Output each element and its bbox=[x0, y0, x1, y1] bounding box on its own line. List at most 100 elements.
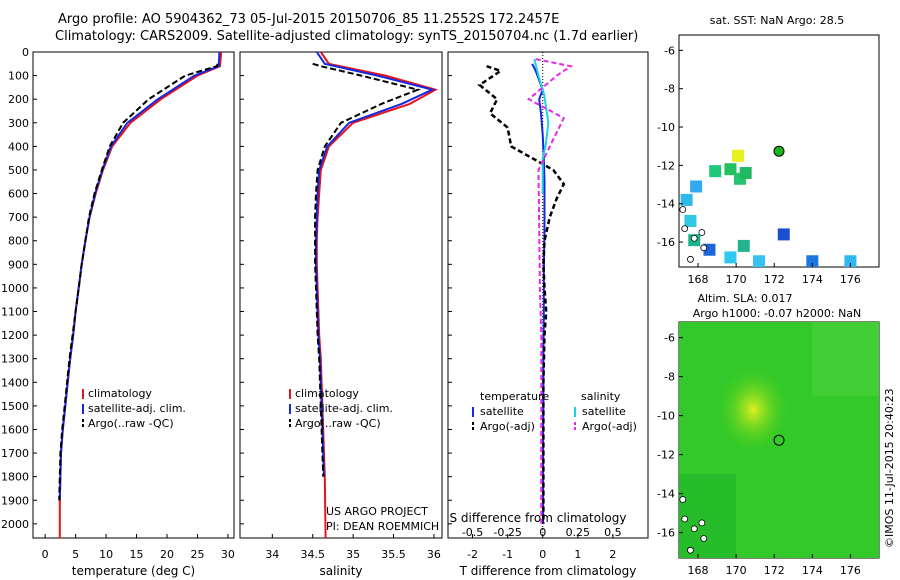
s-tick-label: 0.5 bbox=[604, 526, 622, 539]
header-line2: Climatology: CARS2009. Satellite-adjuste… bbox=[55, 29, 639, 44]
x-tick-label: 25 bbox=[190, 548, 204, 561]
y-tick-label: 700 bbox=[8, 211, 29, 224]
sst-cell bbox=[806, 255, 819, 267]
x-tick-label: 30 bbox=[221, 548, 235, 561]
sla-patch bbox=[812, 322, 879, 397]
x-tick-label: 35.5 bbox=[381, 548, 406, 561]
y-tick-label: -14 bbox=[657, 198, 675, 211]
sst-cell bbox=[737, 239, 750, 252]
x-tick-label: 172 bbox=[764, 564, 785, 577]
sla-map-title: Altim. SLA: 0.017 bbox=[697, 292, 792, 305]
y-tick-label: 1700 bbox=[1, 447, 29, 460]
x-tick-label: 5 bbox=[72, 548, 79, 561]
x-tick-label: 174 bbox=[802, 273, 823, 286]
annotation-pi: PI: DEAN ROEMMICH bbox=[326, 520, 439, 533]
panel-sst_map: 168 170 172 174 176 -6 -8 -10 -12 -14 -16 bbox=[657, 34, 880, 286]
y-tick-label: 0 bbox=[22, 46, 29, 59]
y-tick-label: -12 bbox=[657, 449, 675, 462]
x-tick-label: 2 bbox=[609, 548, 616, 561]
legend-label: Argo(..raw -QC) bbox=[295, 417, 381, 430]
legend-label: climatology bbox=[88, 387, 152, 400]
y-tick-label: 2000 bbox=[1, 518, 29, 531]
panel-salinity: 34 34.5 35 35.5 36 salinity climatology satelli… bbox=[239, 51, 443, 578]
y-tick-label: 1000 bbox=[1, 282, 29, 295]
sst-cell bbox=[724, 163, 737, 176]
y-tick-label: 1400 bbox=[1, 376, 29, 389]
y-tick-label: -12 bbox=[657, 159, 675, 172]
legend-label: satellite-adj. clim. bbox=[295, 402, 393, 415]
y-tick-label: 1300 bbox=[1, 353, 29, 366]
s-tick-label: 0.25 bbox=[566, 526, 591, 539]
difference-series-t-argo-adj- bbox=[477, 65, 566, 524]
x-tick-label: 15 bbox=[130, 548, 144, 561]
credit-text: ©IMOS 11-Jul-2015 20:40:23 bbox=[883, 388, 896, 548]
y-tick-label: 1600 bbox=[1, 423, 29, 436]
island bbox=[700, 244, 708, 252]
y-tick-label: 900 bbox=[8, 258, 29, 271]
x-tick-label: 34.5 bbox=[300, 548, 325, 561]
island bbox=[690, 525, 698, 533]
island bbox=[679, 206, 687, 213]
legend-label: Argo(..raw -QC) bbox=[88, 417, 174, 430]
sla-patch bbox=[679, 474, 737, 558]
x-tick-label: 34 bbox=[265, 548, 279, 561]
island bbox=[698, 229, 706, 236]
panel-difference: -2 -1 0 1 2 T difference from climatology -0.5… bbox=[447, 51, 649, 578]
y-tick-label: 1200 bbox=[1, 329, 29, 342]
salinity-axes-frame bbox=[239, 51, 443, 539]
y-tick-label: 100 bbox=[8, 70, 29, 83]
x-tick-label: 168 bbox=[688, 273, 709, 286]
legend-label: satellite-adj. clim. bbox=[88, 402, 186, 415]
island bbox=[690, 234, 698, 242]
difference-series-s-satellite bbox=[533, 58, 550, 194]
sst-cell bbox=[724, 251, 737, 264]
legend-title-salinity: salinity bbox=[581, 390, 621, 403]
legend-label: Argo(-adj) bbox=[480, 420, 535, 433]
s-tick-label: 0 bbox=[539, 526, 546, 539]
x-tick-label: 0 bbox=[539, 548, 546, 561]
y-tick-label: -8 bbox=[664, 83, 675, 96]
y-tick-label: -10 bbox=[657, 410, 675, 423]
s-tick-label: -0.25 bbox=[493, 526, 521, 539]
sst-map-title: sat. SST: NaN Argo: 28.5 bbox=[710, 14, 844, 27]
salinity-series-argo-raw-qc- bbox=[312, 62, 422, 477]
x-tick-label: 170 bbox=[726, 564, 747, 577]
island bbox=[681, 515, 689, 523]
x-tick-label: -2 bbox=[467, 548, 478, 561]
sst-cell bbox=[690, 180, 703, 193]
legend-label: satellite bbox=[582, 405, 626, 418]
difference-series-s-argo-adj- bbox=[526, 58, 574, 524]
y-tick-label: -6 bbox=[664, 332, 675, 345]
sst_map-content bbox=[679, 145, 857, 267]
y-tick-label: 400 bbox=[8, 140, 29, 153]
y-tick-label: 1500 bbox=[1, 400, 29, 413]
island bbox=[687, 546, 694, 554]
x-tick-label: 174 bbox=[802, 564, 823, 577]
sla_map-float-marker bbox=[773, 434, 785, 446]
island bbox=[698, 519, 706, 527]
y-tick-label: -6 bbox=[664, 44, 675, 57]
x-tick-label: 10 bbox=[99, 548, 113, 561]
sst-cell bbox=[732, 149, 745, 162]
header-line1: Argo profile: AO 5904362_73 05-Jul-2015 … bbox=[58, 12, 560, 27]
x-tick-label: 172 bbox=[764, 273, 785, 286]
legend-title-temperature: temperature bbox=[480, 390, 549, 403]
legend-label: satellite bbox=[480, 405, 524, 418]
salinity-x-axis-label: salinity bbox=[319, 564, 362, 578]
x-tick-label: 35 bbox=[346, 548, 360, 561]
y-tick-label: 1900 bbox=[1, 494, 29, 507]
annotation-project: US ARGO PROJECT bbox=[326, 505, 428, 518]
sst-cell bbox=[739, 167, 752, 180]
difference-x-axis-label: T difference from climatology bbox=[459, 564, 637, 578]
temperature-x-axis-label: temperature (deg C) bbox=[72, 564, 195, 578]
x-tick-label: 168 bbox=[688, 564, 709, 577]
x-tick-label: 1 bbox=[574, 548, 581, 561]
y-tick-label: 1100 bbox=[1, 306, 29, 319]
sla-map-subtitle: Argo h1000: -0.07 h2000: NaN bbox=[693, 307, 862, 320]
temperature-axes-frame bbox=[32, 51, 235, 539]
island bbox=[700, 535, 708, 542]
x-tick-label: -1 bbox=[502, 548, 513, 561]
sst-cell bbox=[684, 214, 697, 227]
y-tick-label: -16 bbox=[657, 236, 675, 249]
